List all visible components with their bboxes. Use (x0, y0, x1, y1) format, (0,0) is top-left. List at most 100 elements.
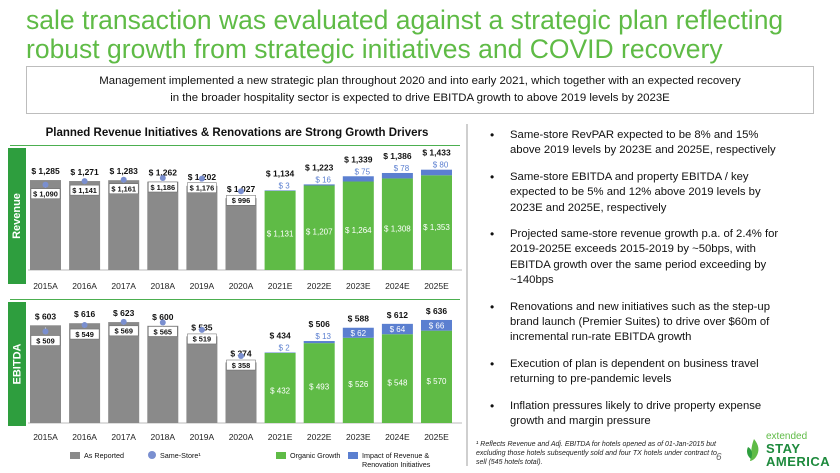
ebitda-label-impact: $ 13 (315, 332, 331, 341)
vertical-divider (466, 124, 468, 466)
ebitda-label-same-store: $ 358 (232, 361, 251, 370)
footnote: ¹ Reflects Revenue and Adj. EBITDA for h… (476, 441, 717, 466)
revenue-label-same-store: $ 1,161 (111, 185, 136, 194)
revenue-tick-label: 2023E (346, 281, 371, 291)
ebitda-same-store-box (148, 326, 178, 337)
revenue-tick-label: 2022E (307, 281, 332, 291)
ebitda-tick-label: 2021E (268, 432, 293, 442)
revenue-same-store-box (30, 188, 61, 199)
ebitda-label-total: $ 588 (348, 314, 370, 324)
ebitda-label-impact: $ 64 (390, 325, 406, 334)
ebitda-same-store-box (69, 328, 100, 340)
logo-leaf-icon (747, 439, 759, 461)
ebitda-label-same-store: $ 549 (75, 330, 94, 339)
bullet-item: Same-store RevPAR expected to be 8% and … (488, 128, 788, 159)
ebitda-bar-impact (421, 319, 452, 331)
revenue-tick-label: 2015A (33, 281, 58, 291)
bullet-item: Renovations and new initiatives such as … (488, 300, 788, 346)
revenue-label-total: $ 1,386 (383, 151, 412, 161)
ebitda-tick-label: 2018A (151, 432, 176, 442)
bar-charts: 2015A $ 1,285 $ 1,090 2016A $ 1,271 $ 1,141 20… (28, 148, 462, 442)
ebitda-label-organic: $ 432 (270, 387, 291, 396)
revenue-same-store-box (69, 184, 100, 196)
page-number: 6 (716, 452, 722, 463)
ebitda-label-same-store: $ 569 (114, 327, 133, 336)
ebitda-tick-label: 2020A (229, 432, 254, 442)
bullet-item: Projected same-store revenue growth p.a.… (488, 227, 788, 289)
revenue-label-total: $ 1,433 (422, 148, 451, 158)
ebitda-same-store-dot (159, 319, 166, 326)
chart-title-rule (10, 145, 460, 146)
revenue-axis-label: Revenue (8, 148, 26, 284)
revenue-label-organic: $ 1,131 (267, 230, 294, 239)
ebitda-tick-label: 2016A (72, 432, 97, 442)
ebitda-bar-organic (303, 343, 335, 423)
legend-organic: Organic Growth (276, 451, 340, 460)
ebitda-bar-organic (264, 353, 296, 423)
revenue-bar-organic (342, 181, 374, 270)
summary-line-1: Management implemented a new strategic p… (99, 75, 741, 87)
revenue-label-organic: $ 1,353 (423, 223, 450, 232)
ebitda-same-store-box (30, 335, 61, 346)
ebitda-label-organic: $ 493 (309, 382, 330, 391)
page-title: sale transaction was evaluated against a… (26, 5, 784, 64)
ebitda-bar-impact (342, 327, 374, 338)
ebitda-label-as-reported: $ 600 (152, 312, 174, 322)
logo-text-extended: extended (766, 431, 808, 442)
ebitda-same-store-dot (42, 328, 49, 335)
revenue-tick-label: 2019A (190, 281, 215, 291)
revenue-bar-impact (342, 176, 374, 182)
ebitda-label-as-reported: $ 616 (74, 309, 96, 319)
mid-rule (10, 299, 460, 300)
revenue-tick-label: 2021E (268, 281, 293, 291)
legend-swatch (70, 452, 80, 459)
bullet-item: Inflation pressures likely to drive prop… (488, 399, 788, 430)
revenue-label-impact: $ 80 (433, 161, 449, 170)
revenue-label-impact: $ 16 (315, 175, 331, 184)
ebitda-tick-label: 2015A (33, 432, 58, 442)
revenue-label-total: $ 1,134 (266, 168, 295, 178)
revenue-tick-label: 2024E (385, 281, 410, 291)
revenue-bar-impact (264, 190, 296, 191)
ebitda-bar-impact (264, 352, 296, 354)
revenue-bar-as-reported (108, 180, 140, 270)
legend-swatch (276, 452, 286, 459)
ebitda-bar-as-reported (225, 362, 257, 423)
revenue-bar-impact (381, 172, 413, 179)
ebitda-same-store-dot (120, 318, 127, 325)
ebitda-label-same-store: $ 519 (193, 335, 212, 344)
revenue-label-organic: $ 1,207 (306, 228, 333, 237)
ebitda-tick-label: 2025E (424, 432, 449, 442)
revenue-label-as-reported: $ 1,285 (31, 166, 60, 176)
revenue-same-store-box (108, 183, 139, 194)
revenue-bar-organic (381, 178, 413, 270)
ebitda-bar-organic (342, 337, 374, 423)
company-logo: extended STAY AMERICA (742, 431, 834, 471)
logo-text-america: AMERICA (766, 454, 831, 469)
revenue-label-organic: $ 1,264 (345, 226, 372, 235)
ebitda-label-impact: $ 62 (351, 329, 367, 338)
bullet-item: Execution of plan is dependent on busine… (488, 357, 788, 388)
ebitda-label-as-reported: $ 603 (35, 311, 57, 321)
revenue-label-total: $ 1,223 (305, 162, 334, 172)
revenue-label-organic: $ 1,308 (384, 225, 411, 234)
revenue-bar-as-reported (186, 185, 218, 270)
legend-swatch (148, 451, 156, 459)
ebitda-bar-as-reported (69, 323, 101, 423)
revenue-bar-organic (264, 190, 296, 270)
revenue-same-store-dot (159, 174, 166, 181)
revenue-label-impact: $ 78 (394, 164, 410, 173)
revenue-same-store-dot (120, 176, 127, 183)
legend-impact: Impact of Revenue & Renovation Initiativ… (348, 451, 448, 469)
ebitda-same-store-dot (238, 353, 244, 360)
revenue-same-store-box (148, 181, 178, 193)
revenue-label-total: $ 1,339 (344, 154, 373, 164)
ebitda-label-impact: $ 66 (429, 321, 445, 330)
ebitda-label-total: $ 636 (426, 306, 448, 316)
ebitda-same-store-dot (198, 326, 205, 333)
ebitda-label-organic: $ 548 (387, 379, 408, 388)
revenue-bar-impact (303, 184, 335, 186)
revenue-bar-organic (303, 185, 335, 270)
ebitda-same-store-box (226, 359, 256, 371)
revenue-label-as-reported: $ 1,271 (70, 167, 99, 177)
